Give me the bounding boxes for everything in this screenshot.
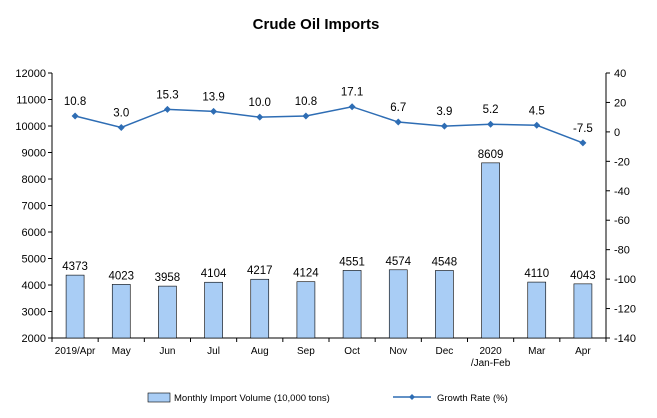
import-volume-data-label: 3958: [155, 272, 181, 284]
import-volume-bar: [250, 278, 270, 339]
left-axis-tick-label: 2000: [22, 333, 46, 345]
import-volume-data-label: 8609: [478, 149, 504, 161]
import-volume-bar: [527, 281, 547, 339]
growth-rate-data-label: 10.8: [295, 96, 317, 108]
growth-rate-data-label: 5.2: [483, 104, 499, 116]
growth-rate-data-label: 15.3: [156, 89, 178, 101]
legend: Monthly Import Volume (10,000 tons) Grow…: [147, 392, 508, 404]
right-axis-tick-label: -80: [614, 245, 630, 257]
growth-rate-point: [440, 122, 448, 130]
growth-rate-point: [256, 113, 264, 121]
import-volume-bar: [65, 274, 85, 339]
growth-rate-point: [579, 139, 587, 147]
import-volume-bar: [481, 162, 500, 339]
left-axis-tick-label: 11000: [16, 95, 46, 107]
growth-rate-data-label: 4.5: [529, 105, 545, 117]
legend-swatch-import-volume: [147, 392, 171, 403]
left-axis-tick-label: 8000: [22, 174, 46, 186]
growth-rate-point: [71, 112, 79, 120]
import-volume-data-label: 4104: [201, 268, 227, 280]
left-axis-tick-label: 9000: [22, 148, 46, 160]
x-axis-tick-label: Apr: [575, 346, 591, 357]
right-axis-tick-label: 0: [614, 127, 620, 139]
x-axis-tick-label: Jun: [159, 346, 175, 357]
import-volume-data-label: 4023: [108, 270, 134, 282]
import-volume-bar: [342, 270, 362, 339]
growth-rate-point: [163, 105, 171, 113]
growth-rate-data-label: 17.1: [341, 87, 363, 99]
left-axis-tick-label: 7000: [22, 201, 46, 213]
import-volume-bar: [158, 285, 177, 339]
right-axis-tick-labels: -140 -120 -100 -80 -60 -40 -20 0 20 40: [614, 68, 636, 345]
right-axis-tick-label: -40: [614, 186, 630, 198]
x-axis-tick-label: Oct: [344, 346, 360, 357]
chart-title: Crude Oil Imports: [253, 16, 380, 33]
legend-label-import-volume: Monthly Import Volume (10,000 tons): [174, 393, 330, 404]
growth-rate-point: [487, 120, 495, 128]
growth-rate-data-label: 3.0: [113, 107, 129, 119]
growth-rate-point: [348, 103, 356, 111]
x-axis-tick-label: Dec: [436, 346, 454, 357]
x-axis-tick-label: Jul: [207, 346, 220, 357]
import-volume-bar: [573, 283, 593, 339]
bar-series: [65, 162, 593, 339]
growth-rate-line: [74, 105, 584, 144]
x-axis-tick-label: Nov: [389, 346, 407, 357]
growth-data-labels: 10.8 3.0 15.3 13.9 10.0 10.8 17.1 6.7 3.9 5.2 4.5 -…: [64, 87, 593, 135]
import-volume-bar: [388, 269, 408, 339]
left-axis-tick-label: 5000: [22, 254, 46, 266]
growth-line-series: [71, 103, 587, 147]
left-axis-tick-label: 6000: [22, 227, 46, 239]
growth-rate-point: [302, 112, 310, 120]
x-axis-tick-labels: 2019/Apr May Jun Jul Aug Sep Oct Nov Dec 2020/Jan…: [55, 346, 592, 369]
growth-rate-point: [117, 123, 125, 131]
left-axis-tick-labels: 2000 3000 4000 5000 6000 7000 8000 9000 10000 110…: [15, 68, 46, 345]
right-axis-tick-label: 20: [614, 97, 626, 109]
growth-rate-data-label: 3.9: [436, 106, 452, 118]
import-volume-data-label: 4124: [293, 268, 319, 280]
right-axis-tick-label: -120: [614, 304, 636, 316]
import-volume-bar: [435, 270, 454, 339]
import-volume-bar: [204, 281, 223, 339]
growth-rate-data-label: 6.7: [390, 102, 406, 114]
growth-rate-data-label: 13.9: [202, 91, 224, 103]
left-axis-tick-label: 4000: [22, 280, 46, 292]
import-volume-data-label: 4043: [570, 270, 596, 282]
import-volume-bar: [296, 281, 316, 339]
left-axis-tick-label: 3000: [22, 307, 46, 319]
right-axis-tick-label: -20: [614, 156, 630, 168]
import-volume-data-label: 4574: [385, 256, 411, 268]
growth-rate-point: [394, 118, 402, 126]
legend-label-growth-rate: Growth Rate (%): [437, 393, 508, 404]
right-axis-tick-label: 40: [614, 68, 626, 80]
x-axis-tick-label: Sep: [297, 346, 315, 357]
x-axis-tick-label: 2020/Jan-Feb: [471, 346, 511, 369]
chart-axes: [48, 72, 610, 342]
legend-swatch-growth-marker: [409, 394, 415, 400]
left-axis-tick-label: 12000: [15, 68, 46, 80]
growth-rate-data-label: -7.5: [573, 123, 593, 135]
right-axis-tick-label: -60: [614, 215, 630, 227]
growth-rate-point: [533, 121, 541, 129]
x-axis-tick-label: May: [112, 346, 131, 357]
right-axis-tick-label: -140: [614, 333, 636, 345]
import-volume-data-label: 4373: [62, 261, 88, 273]
growth-rate-point: [210, 107, 218, 115]
left-axis-tick-label: 10000: [15, 121, 46, 133]
growth-rate-data-label: 10.8: [64, 96, 86, 108]
bar-data-labels: 4373 4023 3958 4104 4217 4124 4551 4574 4548 8609…: [62, 149, 595, 284]
import-volume-data-label: 4217: [247, 265, 273, 277]
x-axis-tick-label: Mar: [528, 346, 546, 357]
import-volume-bar: [111, 284, 131, 339]
growth-rate-data-label: 10.0: [249, 97, 271, 109]
right-axis-tick-label: -100: [614, 274, 636, 286]
import-volume-data-label: 4110: [524, 268, 549, 280]
import-volume-data-label: 4551: [339, 256, 365, 268]
x-axis-tick-label: 2019/Apr: [55, 346, 96, 357]
import-volume-data-label: 4548: [432, 256, 458, 268]
x-axis-tick-label: Aug: [251, 346, 269, 357]
